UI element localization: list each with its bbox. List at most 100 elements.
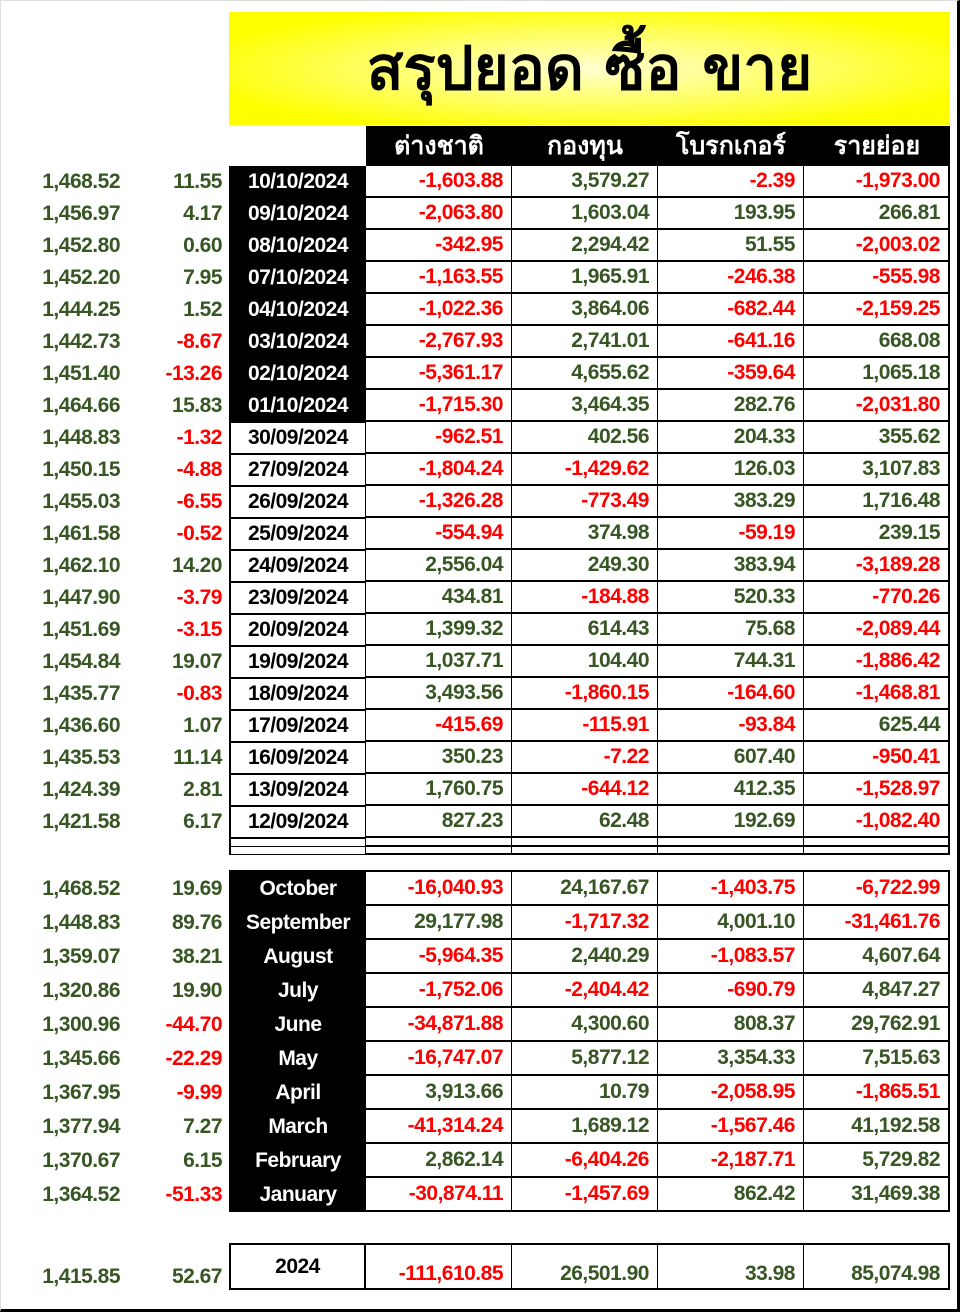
value-cell[interactable]: 31,469.38 xyxy=(804,1178,950,1212)
value-cell[interactable]: -773.49 xyxy=(512,486,658,518)
value-cell[interactable]: 1,399.32 xyxy=(366,614,512,646)
value-cell[interactable]: 2,741.01 xyxy=(512,326,658,358)
value-cell[interactable]: 412.35 xyxy=(658,774,804,806)
value-cell[interactable]: 434.81 xyxy=(366,582,512,614)
value-cell[interactable]: -31,461.76 xyxy=(804,906,950,940)
value-cell[interactable]: 607.40 xyxy=(658,742,804,774)
date-cell[interactable]: 19/09/2024 xyxy=(229,646,366,678)
value-cell[interactable]: -2,404.42 xyxy=(512,974,658,1008)
value-cell[interactable]: 1,037.71 xyxy=(366,646,512,678)
value-cell[interactable]: -16,040.93 xyxy=(366,872,512,906)
value-cell[interactable]: 1,689.12 xyxy=(512,1110,658,1144)
date-cell[interactable]: 20/09/2024 xyxy=(229,614,366,646)
value-cell[interactable]: 41,192.58 xyxy=(804,1110,950,1144)
value-cell[interactable]: 1,065.18 xyxy=(804,358,950,390)
value-cell[interactable]: 2,862.14 xyxy=(366,1144,512,1178)
date-cell[interactable]: 24/09/2024 xyxy=(229,550,366,582)
value-cell[interactable]: 126.03 xyxy=(658,454,804,486)
value-cell[interactable]: -2,063.80 xyxy=(366,198,512,230)
value-cell[interactable]: -1,865.51 xyxy=(804,1076,950,1110)
value-cell[interactable]: -1,082.40 xyxy=(804,806,950,838)
value-cell[interactable]: 3,464.35 xyxy=(512,390,658,422)
date-cell[interactable]: 07/10/2024 xyxy=(229,262,366,294)
value-cell[interactable]: 827.23 xyxy=(366,806,512,838)
value-cell[interactable]: 51.55 xyxy=(658,230,804,262)
value-cell[interactable]: -1,403.75 xyxy=(658,872,804,906)
value-cell[interactable]: -1,022.36 xyxy=(366,294,512,326)
value-cell[interactable]: -2,767.93 xyxy=(366,326,512,358)
month-cell[interactable]: August xyxy=(229,940,366,974)
value-cell[interactable]: 614.43 xyxy=(512,614,658,646)
value-cell[interactable]: 85,074.98 xyxy=(804,1243,950,1290)
value-cell[interactable]: 625.44 xyxy=(804,710,950,742)
value-cell[interactable]: -2,089.44 xyxy=(804,614,950,646)
value-cell[interactable]: -115.91 xyxy=(512,710,658,742)
value-cell[interactable]: -770.26 xyxy=(804,582,950,614)
value-cell[interactable]: -415.69 xyxy=(366,710,512,742)
value-cell[interactable]: 1,603.04 xyxy=(512,198,658,230)
value-cell[interactable]: -962.51 xyxy=(366,422,512,454)
value-cell[interactable]: -111,610.85 xyxy=(366,1243,512,1290)
value-cell[interactable]: 192.69 xyxy=(658,806,804,838)
value-cell[interactable]: 239.15 xyxy=(804,518,950,550)
value-cell[interactable]: -1,083.57 xyxy=(658,940,804,974)
date-cell[interactable]: 17/09/2024 xyxy=(229,710,366,742)
value-cell[interactable]: -1,528.97 xyxy=(804,774,950,806)
value-cell[interactable]: -6,722.99 xyxy=(804,872,950,906)
value-cell[interactable]: -246.38 xyxy=(658,262,804,294)
value-cell[interactable]: -1,715.30 xyxy=(366,390,512,422)
value-cell[interactable]: -184.88 xyxy=(512,582,658,614)
value-cell[interactable]: -2,003.02 xyxy=(804,230,950,262)
value-cell[interactable]: -2,058.95 xyxy=(658,1076,804,1110)
date-cell[interactable]: 09/10/2024 xyxy=(229,198,366,230)
value-cell[interactable]: -59.19 xyxy=(658,518,804,550)
value-cell[interactable]: -1,457.69 xyxy=(512,1178,658,1212)
month-cell[interactable]: September xyxy=(229,906,366,940)
value-cell[interactable]: -1,752.06 xyxy=(366,974,512,1008)
value-cell[interactable]: -41,314.24 xyxy=(366,1110,512,1144)
value-cell[interactable]: -2.39 xyxy=(658,166,804,198)
date-cell[interactable]: 03/10/2024 xyxy=(229,326,366,358)
value-cell[interactable]: 355.62 xyxy=(804,422,950,454)
date-cell[interactable]: 10/10/2024 xyxy=(229,166,366,198)
value-cell[interactable]: -1,468.81 xyxy=(804,678,950,710)
value-cell[interactable]: 1,716.48 xyxy=(804,486,950,518)
value-cell[interactable]: 204.33 xyxy=(658,422,804,454)
value-cell[interactable]: 808.37 xyxy=(658,1008,804,1042)
date-cell[interactable]: 25/09/2024 xyxy=(229,518,366,550)
value-cell[interactable]: 249.30 xyxy=(512,550,658,582)
value-cell[interactable]: 4,001.10 xyxy=(658,906,804,940)
date-cell[interactable]: 16/09/2024 xyxy=(229,742,366,774)
value-cell[interactable]: -30,874.11 xyxy=(366,1178,512,1212)
value-cell[interactable]: 29,762.91 xyxy=(804,1008,950,1042)
value-cell[interactable]: -1,860.15 xyxy=(512,678,658,710)
value-cell[interactable]: 266.81 xyxy=(804,198,950,230)
date-cell[interactable]: 13/09/2024 xyxy=(229,774,366,806)
value-cell[interactable]: 2,556.04 xyxy=(366,550,512,582)
date-cell[interactable]: 26/09/2024 xyxy=(229,486,366,518)
value-cell[interactable]: -1,973.00 xyxy=(804,166,950,198)
date-cell[interactable]: 08/10/2024 xyxy=(229,230,366,262)
value-cell[interactable]: 402.56 xyxy=(512,422,658,454)
value-cell[interactable]: -690.79 xyxy=(658,974,804,1008)
value-cell[interactable]: 26,501.90 xyxy=(512,1243,658,1290)
value-cell[interactable]: 5,729.82 xyxy=(804,1144,950,1178)
value-cell[interactable]: -342.95 xyxy=(366,230,512,262)
month-cell[interactable]: January xyxy=(229,1178,366,1212)
value-cell[interactable]: -16,747.07 xyxy=(366,1042,512,1076)
value-cell[interactable]: 383.29 xyxy=(658,486,804,518)
value-cell[interactable]: 3,913.66 xyxy=(366,1076,512,1110)
value-cell[interactable]: 10.79 xyxy=(512,1076,658,1110)
value-cell[interactable]: 2,440.29 xyxy=(512,940,658,974)
value-cell[interactable]: 668.08 xyxy=(804,326,950,358)
value-cell[interactable]: 29,177.98 xyxy=(366,906,512,940)
value-cell[interactable]: 862.42 xyxy=(658,1178,804,1212)
value-cell[interactable]: -644.12 xyxy=(512,774,658,806)
value-cell[interactable]: -1,717.32 xyxy=(512,906,658,940)
month-cell[interactable]: July xyxy=(229,974,366,1008)
value-cell[interactable]: 520.33 xyxy=(658,582,804,614)
value-cell[interactable]: 744.31 xyxy=(658,646,804,678)
date-cell[interactable]: 02/10/2024 xyxy=(229,358,366,390)
month-cell[interactable]: October xyxy=(229,872,366,906)
value-cell[interactable]: 1,965.91 xyxy=(512,262,658,294)
